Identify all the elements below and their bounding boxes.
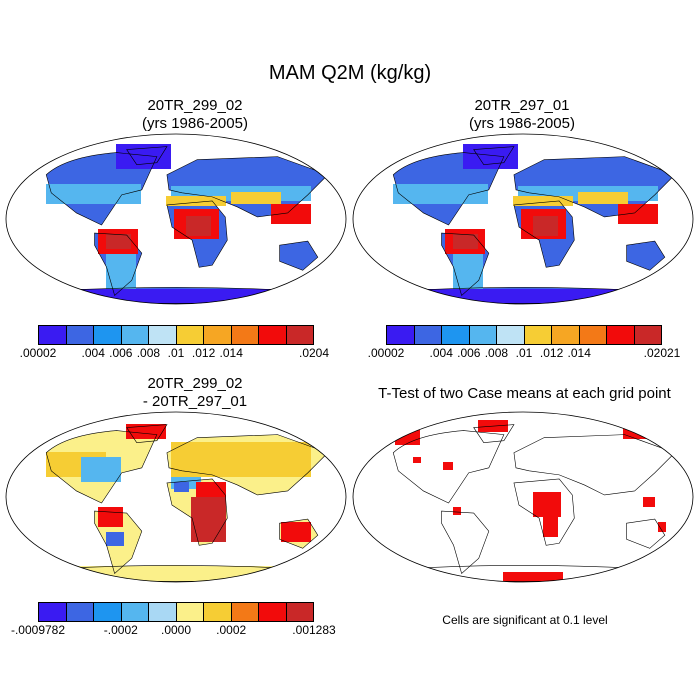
colorbar-box bbox=[231, 603, 259, 621]
colorbar-box bbox=[231, 326, 259, 344]
colorbar-tick-label: .02021 bbox=[643, 346, 681, 360]
panel-2-title-line2: (yrs 1986-2005) bbox=[469, 115, 575, 132]
colorbar-box bbox=[39, 603, 67, 621]
colorbar-box bbox=[204, 326, 232, 344]
panel-3-title-line1: 20TR_299_02 bbox=[147, 375, 243, 392]
colorbar-tick-label: .01 bbox=[515, 346, 533, 360]
colorbar-panel-2-labels: .00002 .004 .006.008 .01 .012.014 .02021 bbox=[368, 346, 681, 362]
colorbar-panel-3-labels: -.0009782 -.0002 .0000 .0002 .001283 bbox=[11, 623, 336, 639]
colorbar-box bbox=[414, 326, 442, 344]
panel-3-title-line2: - 20TR_297_01 bbox=[142, 393, 248, 410]
map-panel-3 bbox=[5, 411, 347, 583]
colorbar-tick-label: .0204 bbox=[298, 346, 330, 360]
colorbar-tick-label: -.0009782 bbox=[10, 623, 66, 637]
map-panel-4 bbox=[352, 411, 694, 583]
colorbar-box bbox=[39, 326, 67, 344]
colorbar-box bbox=[607, 326, 635, 344]
colorbar-box bbox=[121, 326, 149, 344]
colorbar-tick-label: .008 bbox=[484, 346, 509, 360]
figure-title: MAM Q2M (kg/kg) bbox=[268, 62, 432, 84]
colorbar-box bbox=[552, 326, 580, 344]
colorbar-panel-1 bbox=[38, 325, 314, 345]
colorbar-box bbox=[259, 326, 287, 344]
colorbar-tick-label: -.0002 bbox=[103, 623, 138, 637]
colorbar-box bbox=[387, 326, 415, 344]
colorbar-box bbox=[259, 603, 287, 621]
colorbar-box bbox=[66, 326, 94, 344]
colorbar-box bbox=[149, 603, 177, 621]
colorbar-tick-label: .014 bbox=[567, 346, 591, 360]
colorbar-box bbox=[94, 326, 122, 344]
colorbar-tick-label: .012 bbox=[539, 346, 564, 360]
colorbar-box bbox=[66, 603, 94, 621]
panel-1-title-line1: 20TR_299_02 bbox=[147, 97, 243, 114]
colorbar-panel-3 bbox=[38, 602, 314, 622]
panel-4-title-line1: T-Test of two Case means at each grid po… bbox=[378, 385, 671, 402]
colorbar-tick-label: .01 bbox=[167, 346, 185, 360]
colorbar-tick-label: .006 bbox=[457, 346, 481, 360]
panel-2-title: 20TR_297_01 (yrs 1986-2005) bbox=[362, 97, 682, 133]
colorbar-box bbox=[94, 603, 122, 621]
colorbar-tick-label: .004 bbox=[81, 346, 105, 360]
colorbar-box bbox=[579, 326, 607, 344]
colorbar-tick-label: .00002 bbox=[19, 346, 57, 360]
colorbar-tick-label: .014 bbox=[219, 346, 243, 360]
colorbar-box bbox=[176, 326, 204, 344]
colorbar-tick-label: .012 bbox=[191, 346, 216, 360]
colorbar-tick-label: .001283 bbox=[292, 623, 336, 637]
colorbar-tick-label: .004 bbox=[429, 346, 453, 360]
colorbar-box bbox=[469, 326, 497, 344]
colorbar-box bbox=[442, 326, 470, 344]
colorbar-tick-label: .00002 bbox=[367, 346, 405, 360]
panel-4-title: T-Test of two Case means at each grid po… bbox=[352, 385, 697, 403]
panel-2-title-line1: 20TR_297_01 bbox=[474, 97, 570, 114]
colorbar-box bbox=[204, 603, 232, 621]
colorbar-panel-2 bbox=[386, 325, 662, 345]
significance-note: Cells are significant at 0.1 level bbox=[442, 613, 608, 627]
panel-1-title: 20TR_299_02 (yrs 1986-2005) bbox=[35, 97, 355, 133]
panel-1-title-line2: (yrs 1986-2005) bbox=[142, 115, 248, 132]
colorbar-panel-1-labels: .00002 .004 .006.008 .01 .012.014 .0204 bbox=[20, 346, 329, 362]
colorbar-box bbox=[149, 326, 177, 344]
map-panel-2 bbox=[352, 133, 694, 305]
colorbar-box bbox=[634, 326, 661, 344]
colorbar-tick-label: .0000 bbox=[160, 623, 192, 637]
colorbar-tick-label: .006 bbox=[109, 346, 133, 360]
colorbar-box bbox=[524, 326, 552, 344]
colorbar-box bbox=[286, 603, 313, 621]
colorbar-box bbox=[121, 603, 149, 621]
map-panel-1 bbox=[5, 133, 347, 305]
colorbar-tick-label: .0002 bbox=[216, 623, 247, 637]
colorbar-box bbox=[497, 326, 525, 344]
colorbar-box bbox=[286, 326, 313, 344]
panel-3-title: 20TR_299_02 - 20TR_297_01 bbox=[35, 375, 355, 411]
colorbar-tick-label: .008 bbox=[136, 346, 161, 360]
colorbar-box bbox=[176, 603, 204, 621]
